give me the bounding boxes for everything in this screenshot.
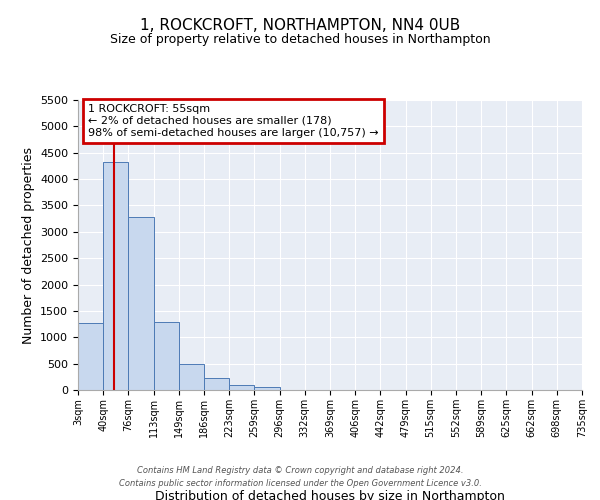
- Bar: [179, 364, 204, 390]
- Text: Size of property relative to detached houses in Northampton: Size of property relative to detached ho…: [110, 32, 490, 46]
- X-axis label: Distribution of detached houses by size in Northampton: Distribution of detached houses by size …: [155, 490, 505, 500]
- Bar: [154, 322, 179, 390]
- Bar: [78, 323, 103, 390]
- Text: 1 ROCKCROFT: 55sqm
← 2% of detached houses are smaller (178)
98% of semi-detache: 1 ROCKCROFT: 55sqm ← 2% of detached hous…: [88, 104, 379, 138]
- Y-axis label: Number of detached properties: Number of detached properties: [22, 146, 35, 344]
- Text: Contains HM Land Registry data © Crown copyright and database right 2024.
Contai: Contains HM Land Registry data © Crown c…: [119, 466, 481, 487]
- Bar: [254, 387, 280, 390]
- Bar: [204, 378, 229, 390]
- Bar: [128, 217, 154, 390]
- Bar: [103, 162, 128, 390]
- Text: 1, ROCKCROFT, NORTHAMPTON, NN4 0UB: 1, ROCKCROFT, NORTHAMPTON, NN4 0UB: [140, 18, 460, 32]
- Bar: [229, 386, 254, 390]
